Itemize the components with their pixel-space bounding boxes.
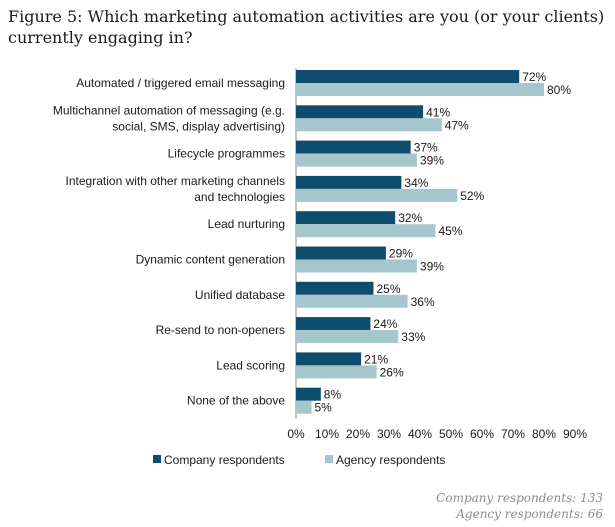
company-data-label: 41%: [426, 105, 450, 119]
company-bar: [296, 387, 321, 401]
agency-bar: [296, 365, 377, 379]
agency-data-label: 39%: [420, 260, 444, 274]
x-tick-label: 40%: [408, 427, 432, 441]
agency-data-label: 52%: [460, 189, 484, 203]
company-data-label: 32%: [398, 211, 422, 225]
agency-bar: [296, 294, 408, 308]
legend-label-agency: Agency respondents: [336, 453, 445, 467]
agency-bar: [296, 118, 442, 132]
legend-swatch-agency: [325, 455, 333, 463]
company-bar: [296, 140, 411, 154]
category-label: and technologies: [194, 190, 285, 204]
company-data-label: 24%: [373, 317, 397, 331]
company-data-label: 34%: [404, 176, 428, 190]
agency-bar: [296, 259, 417, 273]
x-tick-label: 60%: [470, 427, 494, 441]
agency-bar: [296, 400, 312, 414]
agency-bar: [296, 188, 458, 202]
x-tick-label: 70%: [501, 427, 525, 441]
company-bar: [296, 317, 371, 331]
agency-data-label: 80%: [547, 83, 571, 97]
category-label: None of the above: [187, 394, 285, 408]
chart-title: Figure 5: Which marketing automation act…: [8, 7, 605, 47]
category-label: Automated / triggered email messaging: [76, 76, 285, 90]
category-label: Integration with other marketing channel…: [66, 174, 285, 188]
company-data-label: 37%: [414, 141, 438, 155]
x-tick-label: 30%: [377, 427, 401, 441]
agency-data-label: 33%: [401, 330, 425, 344]
agency-bar: [296, 330, 399, 344]
agency-bar: [296, 224, 436, 238]
company-data-label: 29%: [389, 247, 413, 261]
company-data-label: 21%: [364, 352, 388, 366]
company-bar: [296, 175, 402, 189]
x-tick-label: 0%: [287, 427, 305, 441]
x-tick-label: 50%: [439, 427, 463, 441]
category-label: Lifecycle programmes: [168, 147, 285, 161]
category-label: Unified database: [195, 288, 285, 302]
company-respondent-count: Company respondents: 133: [436, 491, 603, 505]
x-tick-label: 10%: [315, 427, 339, 441]
category-label: Re-send to non-openers: [156, 323, 285, 337]
agency-respondent-count: Agency respondents: 66: [456, 507, 603, 521]
category-label: social, SMS, display advertising): [112, 119, 285, 133]
company-bar: [296, 352, 362, 366]
agency-data-label: 47%: [445, 118, 469, 132]
category-label: Dynamic content generation: [136, 253, 285, 267]
company-bar: [296, 105, 424, 119]
company-bar: [296, 211, 396, 225]
company-data-label: 72%: [522, 70, 546, 84]
company-data-label: 8%: [324, 388, 342, 402]
category-label: Lead nurturing: [208, 217, 285, 231]
x-tick-label: 90%: [563, 427, 587, 441]
agency-bar: [296, 153, 417, 167]
agency-data-label: 26%: [380, 365, 404, 379]
x-tick-label: 20%: [346, 427, 370, 441]
category-label: Lead scoring: [216, 358, 285, 372]
x-tick-label: 80%: [532, 427, 556, 441]
legend-swatch-company: [153, 455, 161, 463]
company-data-label: 25%: [377, 282, 401, 296]
agency-data-label: 5%: [315, 401, 333, 415]
category-label: Multichannel automation of messaging (e.…: [53, 103, 285, 117]
agency-data-label: 36%: [411, 295, 435, 309]
company-bar: [296, 70, 520, 83]
legend-label-company: Company respondents: [164, 453, 285, 467]
company-bar: [296, 246, 386, 260]
agency-data-label: 39%: [420, 154, 444, 168]
agency-bar: [296, 83, 544, 96]
company-bar: [296, 281, 374, 295]
agency-data-label: 45%: [439, 224, 463, 238]
